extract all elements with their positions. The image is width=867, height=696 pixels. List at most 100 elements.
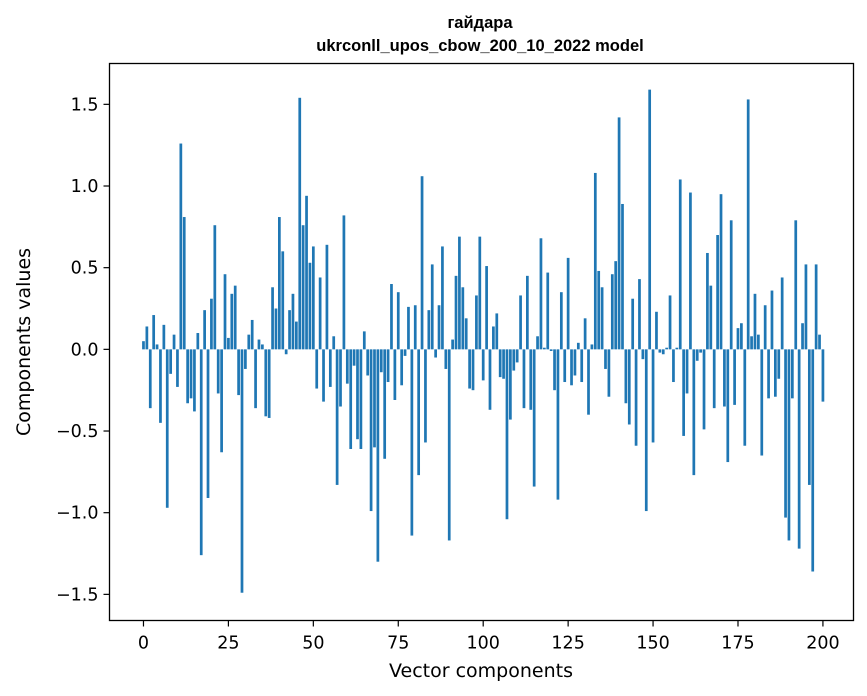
bar	[655, 311, 658, 350]
bar	[328, 349, 332, 387]
bar	[604, 349, 607, 369]
bar	[661, 349, 665, 355]
bar	[777, 349, 781, 379]
bar	[644, 349, 648, 512]
bar	[305, 195, 308, 350]
bar	[172, 334, 176, 350]
plot-frame	[108, 62, 855, 622]
x-tick-label: 125	[551, 634, 584, 654]
bar	[519, 295, 522, 350]
bar	[532, 349, 536, 487]
bar	[787, 349, 791, 541]
bar	[804, 264, 808, 350]
bar	[797, 349, 801, 549]
bar	[580, 349, 584, 383]
bar	[733, 349, 736, 405]
bar	[740, 323, 743, 350]
chart-subtitle: ukrconll_upos_cbow_200_10_2022 model	[316, 37, 643, 55]
x-tick-label: 100	[466, 634, 499, 654]
bar	[563, 349, 567, 383]
bar	[451, 339, 454, 350]
bar	[288, 310, 291, 350]
bar	[610, 274, 614, 350]
bar	[447, 349, 451, 541]
bar	[685, 349, 689, 394]
bar	[478, 236, 482, 350]
bar	[294, 321, 298, 350]
bar	[464, 318, 468, 350]
y-axis-ticks: −1.5 −1.0 −0.5 0.0 0.5 1.0 1.5	[56, 95, 110, 605]
bar	[784, 349, 787, 518]
bar	[726, 349, 730, 463]
bar	[790, 349, 794, 399]
bar	[760, 349, 764, 456]
bar	[176, 349, 179, 387]
bar	[651, 349, 655, 443]
bar	[281, 251, 285, 350]
bar	[600, 287, 604, 350]
bar	[614, 261, 618, 350]
bar	[244, 349, 247, 369]
bar	[261, 344, 264, 350]
bar	[634, 349, 638, 446]
bar	[570, 349, 573, 386]
x-axis-ticks: 0 25 50 75 100 125 150 175 200	[138, 620, 840, 654]
bar	[345, 349, 349, 384]
bar	[210, 298, 213, 350]
bar	[193, 349, 196, 412]
bar	[206, 349, 210, 498]
bar	[155, 344, 159, 350]
bar	[362, 331, 366, 350]
bar	[811, 349, 815, 572]
bar	[750, 336, 753, 350]
bar	[247, 334, 251, 350]
bar	[189, 349, 193, 399]
bar	[763, 305, 767, 350]
x-tick-label: 25	[217, 634, 239, 654]
y-tick-label: −1.5	[56, 585, 99, 605]
bar	[322, 349, 325, 402]
bar	[665, 347, 669, 350]
bar	[794, 220, 798, 350]
bar	[441, 246, 444, 350]
bar	[607, 349, 611, 397]
bar	[641, 349, 645, 360]
bar	[695, 349, 699, 361]
bar	[162, 324, 166, 350]
bar	[318, 277, 322, 350]
bar	[648, 89, 652, 350]
bar	[746, 99, 750, 350]
bar	[536, 336, 539, 350]
bar	[396, 292, 400, 350]
bar	[553, 349, 556, 391]
bar	[699, 349, 702, 353]
bar	[522, 349, 526, 409]
bar	[692, 349, 696, 476]
bar	[729, 220, 733, 350]
x-tick-label: 0	[138, 634, 149, 654]
bar	[240, 349, 244, 593]
bar	[145, 326, 149, 350]
bar	[373, 349, 376, 448]
bar	[386, 349, 390, 383]
bar	[509, 349, 512, 420]
x-tick-label: 150	[636, 634, 669, 654]
y-tick-label: −0.5	[56, 422, 99, 442]
bar	[349, 349, 353, 449]
y-axis-label: Components values	[13, 248, 35, 436]
y-tick-label: 1.0	[71, 177, 99, 197]
bar	[502, 349, 505, 379]
bar	[495, 313, 499, 350]
bar	[169, 349, 173, 374]
bar	[400, 349, 404, 386]
bar	[196, 333, 200, 350]
bar	[335, 349, 339, 485]
bar	[213, 225, 217, 350]
bar	[475, 295, 478, 350]
bar	[227, 337, 230, 350]
bar	[199, 349, 203, 556]
bar	[366, 349, 370, 376]
bar	[278, 217, 281, 350]
x-tick-label: 175	[721, 634, 754, 654]
bar	[250, 319, 254, 350]
